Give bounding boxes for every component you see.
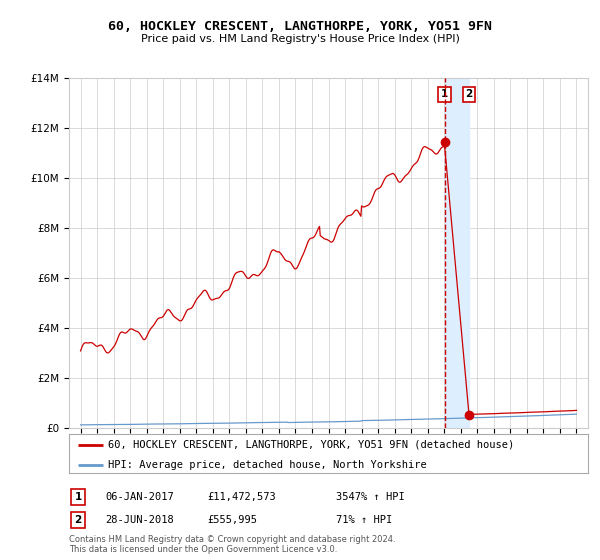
Text: £11,472,573: £11,472,573 <box>207 492 276 502</box>
Text: 1: 1 <box>441 89 448 99</box>
Text: 1: 1 <box>74 492 82 502</box>
Text: 60, HOCKLEY CRESCENT, LANGTHORPE, YORK, YO51 9FN (detached house): 60, HOCKLEY CRESCENT, LANGTHORPE, YORK, … <box>108 440 514 450</box>
Text: 3547% ↑ HPI: 3547% ↑ HPI <box>336 492 405 502</box>
Text: 06-JAN-2017: 06-JAN-2017 <box>105 492 174 502</box>
Text: 60, HOCKLEY CRESCENT, LANGTHORPE, YORK, YO51 9FN: 60, HOCKLEY CRESCENT, LANGTHORPE, YORK, … <box>108 20 492 32</box>
Text: 71% ↑ HPI: 71% ↑ HPI <box>336 515 392 525</box>
Text: 2: 2 <box>466 89 473 99</box>
Text: 28-JUN-2018: 28-JUN-2018 <box>105 515 174 525</box>
Text: Contains HM Land Registry data © Crown copyright and database right 2024.
This d: Contains HM Land Registry data © Crown c… <box>69 535 395 554</box>
Text: Price paid vs. HM Land Registry's House Price Index (HPI): Price paid vs. HM Land Registry's House … <box>140 34 460 44</box>
Text: HPI: Average price, detached house, North Yorkshire: HPI: Average price, detached house, Nort… <box>108 460 427 470</box>
Text: £555,995: £555,995 <box>207 515 257 525</box>
Bar <box>445 78 469 428</box>
Text: 2: 2 <box>74 515 82 525</box>
